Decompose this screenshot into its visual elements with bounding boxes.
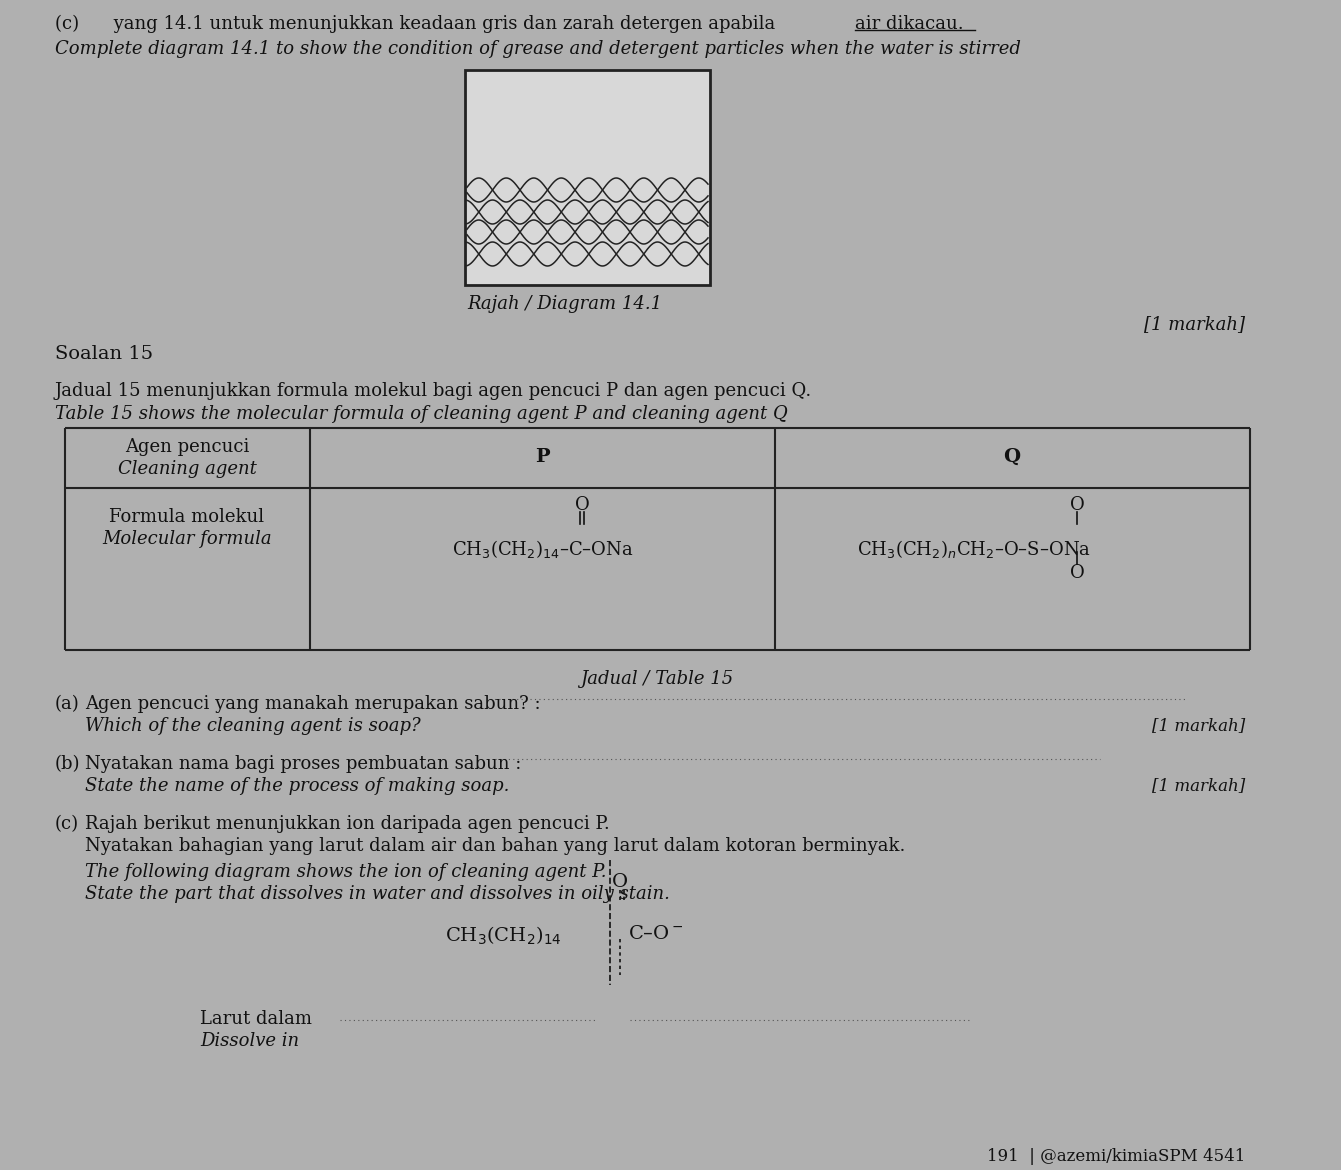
Text: Nyatakan nama bagi proses pembuatan sabun :: Nyatakan nama bagi proses pembuatan sabu… [84, 755, 522, 773]
Text: (a): (a) [55, 695, 79, 713]
Text: air dikacau.: air dikacau. [856, 15, 964, 33]
Text: Jadual / Table 15: Jadual / Table 15 [581, 670, 734, 688]
Text: [1 markah]: [1 markah] [1152, 717, 1244, 734]
Text: (b): (b) [55, 755, 80, 773]
Text: Agen pencuci yang manakah merupakan sabun? :: Agen pencuci yang manakah merupakan sabu… [84, 695, 540, 713]
Text: P: P [535, 448, 550, 466]
Text: (c)      yang 14.1 untuk menunjukkan keadaan gris dan zarah detergen apabila: (c) yang 14.1 untuk menunjukkan keadaan … [55, 15, 780, 33]
Text: Complete diagram 14.1 to show the condition of grease and detergent particles wh: Complete diagram 14.1 to show the condit… [55, 40, 1021, 58]
Text: Which of the cleaning agent is soap?: Which of the cleaning agent is soap? [84, 717, 421, 735]
Text: The following diagram shows the ion of cleaning agent P.: The following diagram shows the ion of c… [84, 863, 606, 881]
Text: Nyatakan bahagian yang larut dalam air dan bahan yang larut dalam kotoran bermin: Nyatakan bahagian yang larut dalam air d… [84, 837, 905, 855]
Text: CH$_3$(CH$_2$)$_{14}$: CH$_3$(CH$_2$)$_{14}$ [445, 925, 562, 948]
Text: Jadual 15 menunjukkan formula molekul bagi agen pencuci P dan agen pencuci Q.: Jadual 15 menunjukkan formula molekul ba… [55, 381, 813, 400]
Text: Q: Q [1003, 448, 1021, 466]
Text: Formula molekul: Formula molekul [110, 508, 264, 526]
Text: O: O [1070, 496, 1085, 514]
Text: Agen pencuci: Agen pencuci [125, 438, 249, 456]
Text: Table 15 shows the molecular formula of cleaning agent P and cleaning agent Q: Table 15 shows the molecular formula of … [55, 405, 787, 424]
Text: 191  | @azemi/kimiaSPM 4541: 191 | @azemi/kimiaSPM 4541 [987, 1148, 1244, 1165]
Text: O: O [611, 873, 628, 892]
Text: (c): (c) [55, 815, 79, 833]
Text: [1 markah]: [1 markah] [1152, 777, 1244, 794]
Text: State the part that dissolves in water and dissolves in oily stain.: State the part that dissolves in water a… [84, 885, 670, 903]
Text: Cleaning agent: Cleaning agent [118, 460, 256, 479]
Text: Molecular formula: Molecular formula [102, 530, 272, 548]
Text: Soalan 15: Soalan 15 [55, 345, 153, 363]
Text: O: O [575, 496, 590, 514]
Text: Dissolve in: Dissolve in [200, 1032, 299, 1049]
Text: State the name of the process of making soap.: State the name of the process of making … [84, 777, 510, 794]
Text: CH$_3$(CH$_2$)$_n$CH$_2$–O–S–ONa: CH$_3$(CH$_2$)$_n$CH$_2$–O–S–ONa [857, 538, 1092, 560]
Text: O: O [1070, 564, 1085, 581]
Text: CH$_3$(CH$_2$)$_{14}$–C–ONa: CH$_3$(CH$_2$)$_{14}$–C–ONa [452, 538, 633, 560]
Text: Rajah berikut menunjukkan ion daripada agen pencuci P.: Rajah berikut menunjukkan ion daripada a… [84, 815, 610, 833]
Text: Rajah / Diagram 14.1: Rajah / Diagram 14.1 [467, 295, 662, 314]
Text: [1 markah]: [1 markah] [1144, 315, 1244, 333]
Bar [465, 70, 709, 285]
Text: Larut dalam: Larut dalam [200, 1010, 312, 1028]
Text: C–O$^-$: C–O$^-$ [628, 925, 684, 943]
